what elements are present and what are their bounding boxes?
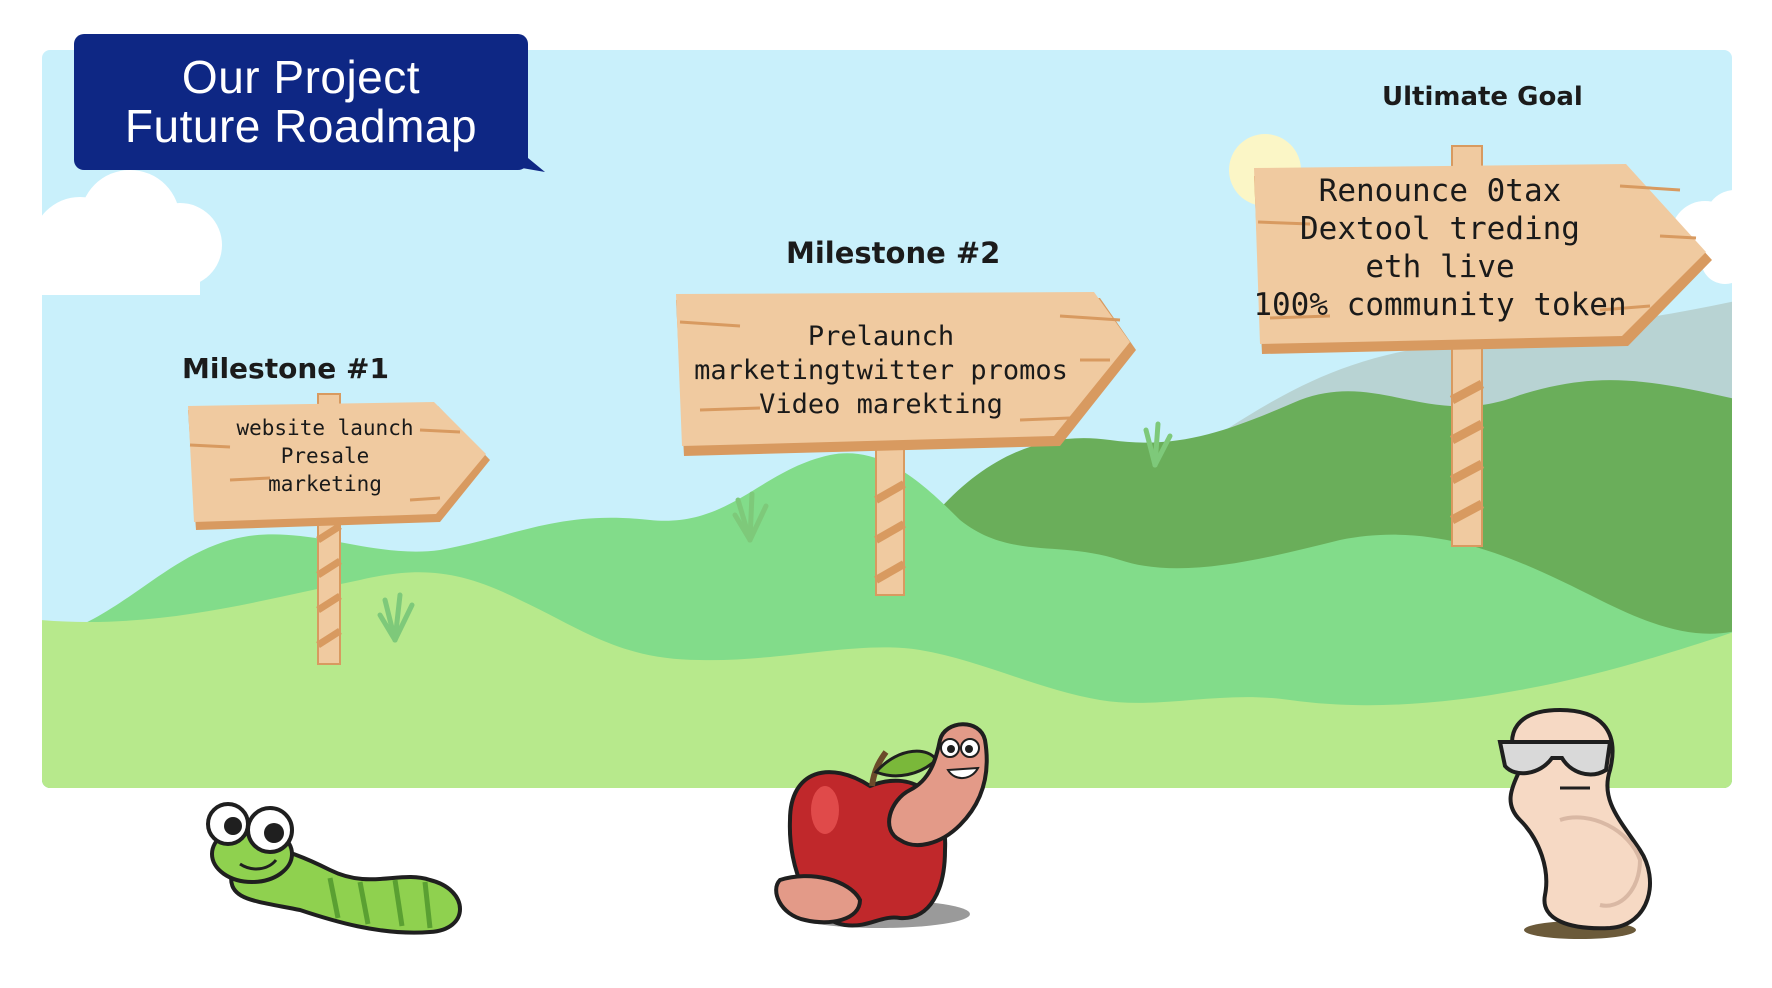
milestone-2-label: Milestone #2 <box>786 236 1001 270</box>
ground <box>42 572 1732 788</box>
worm-with-sunglasses <box>1497 707 1652 939</box>
sign-3-line: Renounce 0tax <box>1318 173 1562 209</box>
sign-milestone-2 <box>676 292 1136 596</box>
sign-milestone-1 <box>188 393 490 665</box>
ultimate-goal-label: Ultimate Goal <box>1382 82 1583 112</box>
sign-3-line: Dextool treding <box>1300 211 1580 247</box>
sign-3-line: eth live <box>1365 249 1515 285</box>
sign-2-text: Prelaunch marketingtwitter promos Video … <box>676 316 1086 426</box>
worm-in-apple <box>774 722 989 928</box>
title-line-2: Future Roadmap <box>124 100 478 152</box>
milestone-1-label: Milestone #1 <box>182 352 389 385</box>
sign-ultimate-goal <box>1254 145 1712 547</box>
cloud-left <box>42 170 222 295</box>
sign-1-text: website launch Presale marketing <box>190 408 460 504</box>
sign-1-line: website launch <box>236 416 414 440</box>
sign-2-line: marketingtwitter promos <box>694 355 1068 386</box>
sign-2-line: Prelaunch <box>807 321 955 352</box>
sign-3-line: 100% community token <box>1253 287 1627 323</box>
roadmap-title: Our Project Future Roadmap <box>74 34 528 170</box>
sign-1-line: marketing <box>268 472 382 496</box>
green-caterpillar <box>206 802 462 935</box>
sign-2-line: Video marekting <box>759 389 1003 420</box>
title-line-1: Our Project <box>181 51 421 103</box>
sign-1-line: Presale <box>280 444 370 468</box>
grass-tufts <box>377 421 1173 643</box>
sign-3-text: Renounce 0tax Dextool treding eth live 1… <box>1252 168 1628 328</box>
